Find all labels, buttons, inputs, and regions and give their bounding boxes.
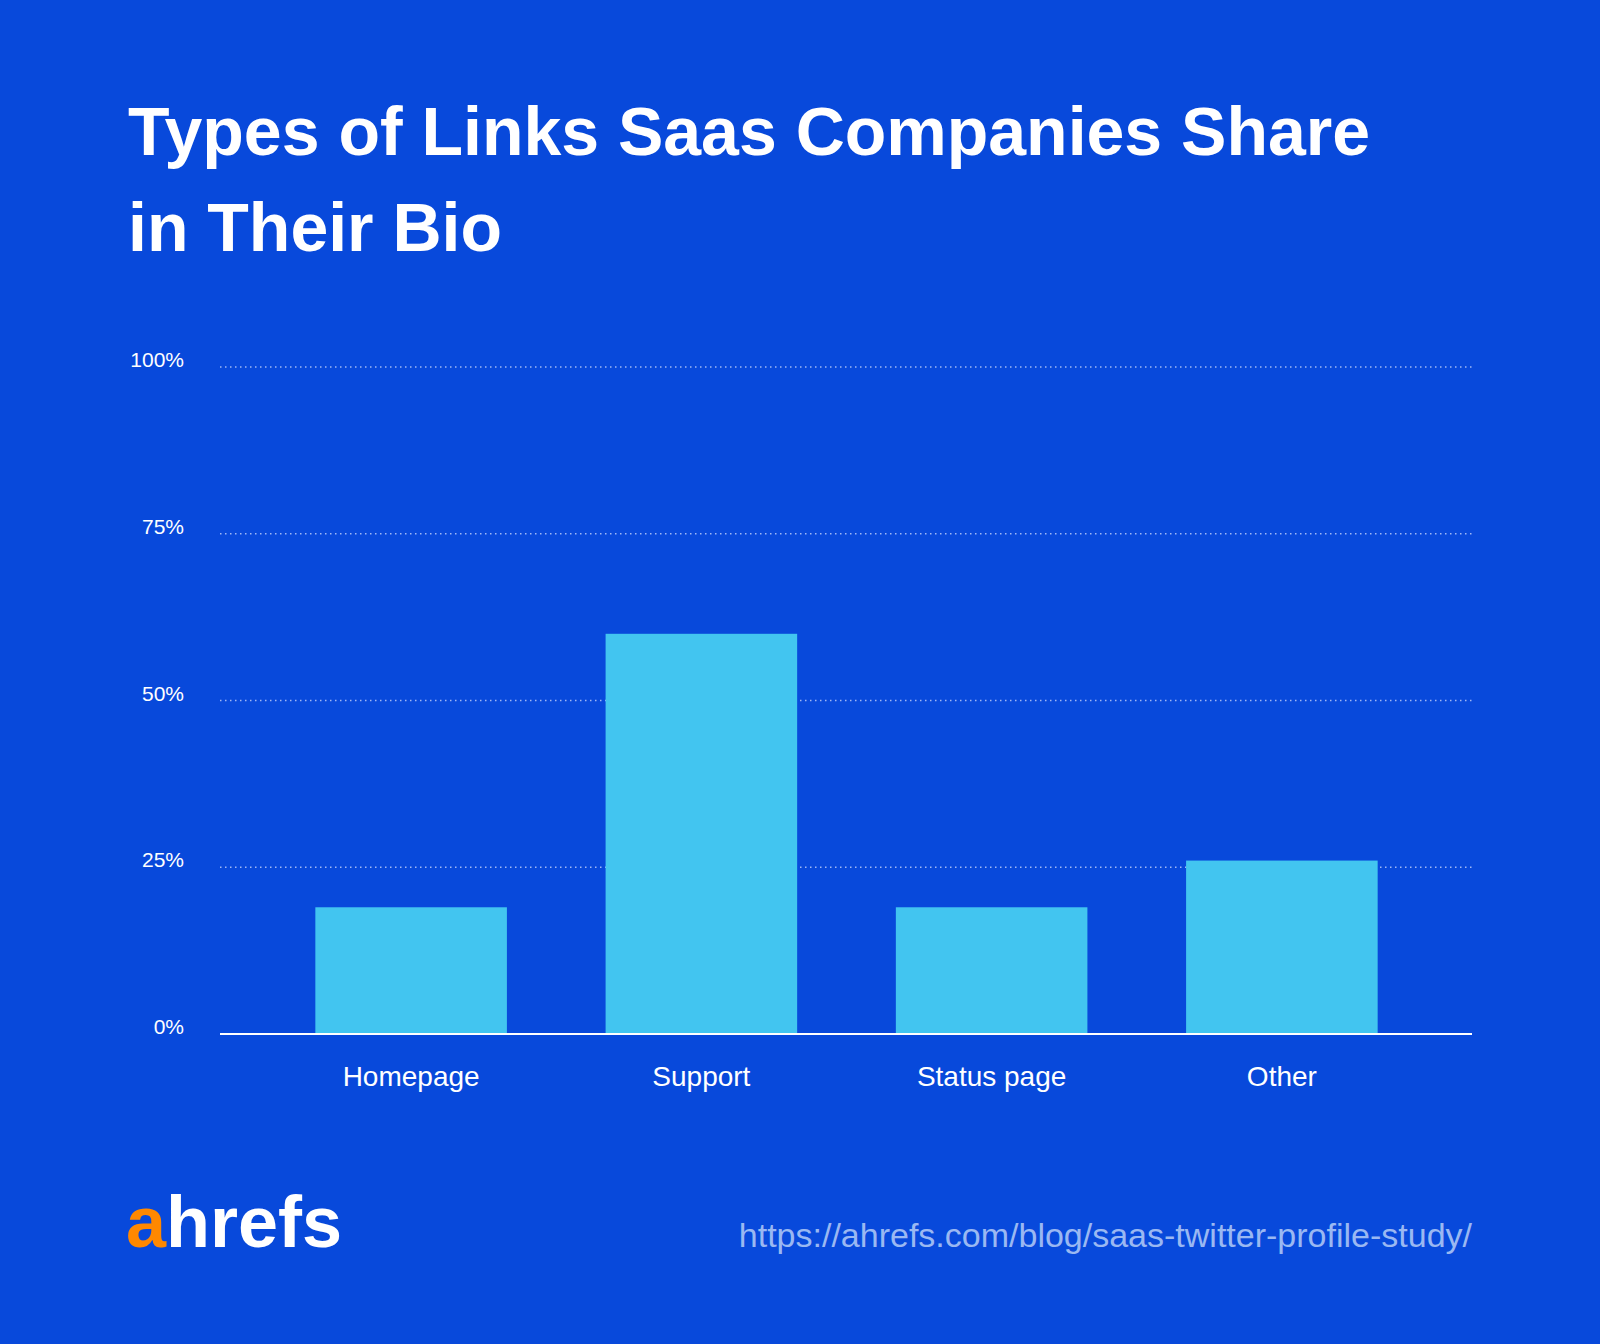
grid <box>220 367 1472 1034</box>
y-tick-label: 75% <box>142 515 184 538</box>
y-tick-label: 100% <box>130 348 184 371</box>
x-tick-label: Status page <box>917 1061 1066 1092</box>
source: https://ahrefs.com/blog/saas-twitter-pro… <box>739 1216 1473 1254</box>
bars <box>315 634 1377 1034</box>
grid-line <box>220 366 1472 368</box>
logo-initial: a <box>126 1182 167 1262</box>
x-tick-label: Homepage <box>343 1061 480 1092</box>
logo: ahrefs <box>126 1182 342 1262</box>
title-line: in Their Bio <box>128 189 502 265</box>
y-tick-label: 0% <box>154 1015 184 1038</box>
x-tick-label: Support <box>652 1061 750 1092</box>
background <box>0 0 1600 1344</box>
grid-line <box>220 700 1472 702</box>
y-tick-label: 25% <box>142 848 184 871</box>
y-tick-label: 50% <box>142 682 184 705</box>
bar <box>896 907 1088 1034</box>
x-tick-label: Other <box>1247 1061 1317 1092</box>
title: Types of Links Saas Companies Share in Th… <box>128 93 1370 265</box>
bar <box>1186 861 1378 1034</box>
bar <box>606 634 798 1034</box>
bar <box>315 907 507 1034</box>
title-line: Types of Links Saas Companies Share <box>128 93 1370 169</box>
grid-line <box>220 533 1472 535</box>
logo-rest: hrefs <box>166 1182 342 1262</box>
chart: Types of Links Saas Companies Share in Th… <box>0 0 1600 1344</box>
x-axis <box>220 1033 1472 1035</box>
grid-line <box>220 1033 1472 1035</box>
